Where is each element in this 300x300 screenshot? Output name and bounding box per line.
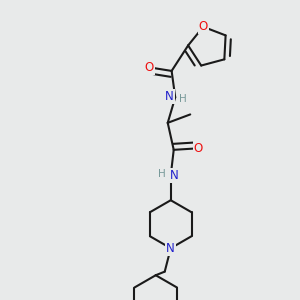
Text: O: O xyxy=(194,142,203,155)
Text: N: N xyxy=(165,90,174,103)
Text: N: N xyxy=(167,242,175,255)
Text: H: H xyxy=(158,169,166,179)
Text: H: H xyxy=(179,94,187,104)
Text: O: O xyxy=(145,61,154,74)
Text: N: N xyxy=(170,169,179,182)
Text: O: O xyxy=(199,20,208,33)
